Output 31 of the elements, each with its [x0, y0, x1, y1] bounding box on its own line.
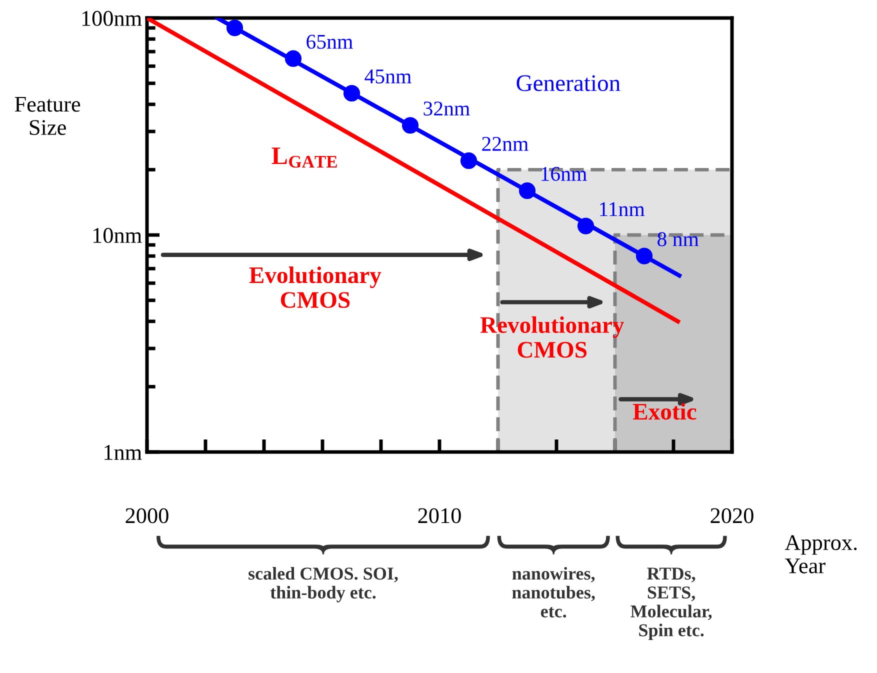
point — [636, 248, 653, 264]
annotation: Exotic — [632, 403, 696, 420]
data-label: 11nm — [600, 202, 645, 216]
point — [460, 152, 478, 169]
x-tick-label: 2010 — [418, 508, 461, 524]
x-tick-label: 2020 — [710, 508, 754, 524]
y-tick-label: 1nm — [104, 445, 142, 460]
text: nanowires, nanotubes, etc. — [512, 567, 595, 618]
y-tick-label: 100nm — [82, 10, 142, 26]
annotation: Evolutionary CMOS — [249, 266, 382, 308]
text: Generation — [516, 75, 620, 92]
y-axis-title: Feature Size — [14, 96, 80, 135]
point — [402, 117, 419, 134]
y-tick-label: 10nm — [93, 228, 142, 243]
point — [226, 20, 244, 36]
data-label: 65nm — [306, 34, 353, 49]
point — [284, 50, 302, 67]
data-label: 22nm — [482, 136, 528, 151]
point — [343, 84, 360, 102]
point — [518, 182, 536, 200]
data-label: 45nm — [364, 70, 412, 84]
text: RTDs, SETS, Molecular, Spin etc. — [630, 568, 712, 640]
data-label: 32nm — [424, 102, 470, 116]
annotation: Revolutionary CMOS — [480, 316, 624, 358]
series-label: L$_{GATE}$ — [272, 148, 337, 168]
x-tick-label: 2000 — [126, 508, 168, 524]
data-label: 16nm — [542, 166, 587, 181]
x-axis-title: Approx. Year — [784, 535, 857, 574]
point — [577, 218, 594, 234]
text: scaled CMOS. SOI, thin-body etc. — [248, 567, 398, 602]
data-label: 8 nm — [658, 232, 699, 246]
